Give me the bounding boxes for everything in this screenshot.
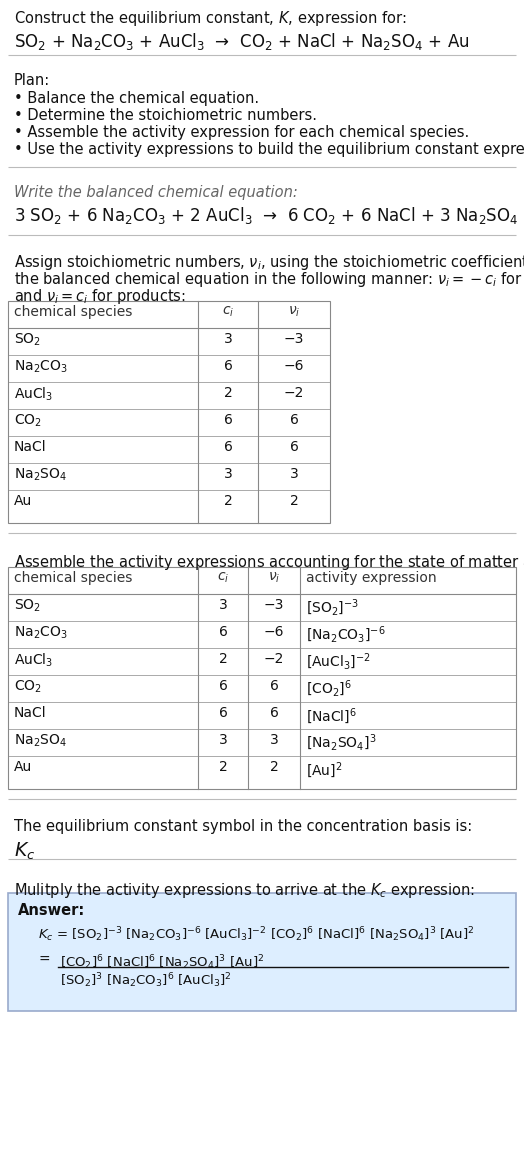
Text: $K_c$ = [SO$_2$]$^{-3}$ [Na$_2$CO$_3$]$^{-6}$ [AuCl$_3$]$^{-2}$ [CO$_2$]$^6$ [Na: $K_c$ = [SO$_2$]$^{-3}$ [Na$_2$CO$_3$]$^… <box>38 925 474 944</box>
Text: [SO$_2$]$^3$ [Na$_2$CO$_3$]$^6$ [AuCl$_3$]$^2$: [SO$_2$]$^3$ [Na$_2$CO$_3$]$^6$ [AuCl$_3… <box>60 971 232 990</box>
Text: Na$_2$CO$_3$: Na$_2$CO$_3$ <box>14 626 68 642</box>
Text: 6: 6 <box>290 440 299 454</box>
Text: 6: 6 <box>290 413 299 427</box>
Text: 6: 6 <box>219 706 227 720</box>
Text: activity expression: activity expression <box>306 571 436 585</box>
Text: • Assemble the activity expression for each chemical species.: • Assemble the activity expression for e… <box>14 125 470 140</box>
Text: 3: 3 <box>219 598 227 612</box>
Text: Answer:: Answer: <box>18 903 85 918</box>
Text: 3: 3 <box>224 331 232 345</box>
Text: 2: 2 <box>219 760 227 774</box>
Text: AuCl$_3$: AuCl$_3$ <box>14 386 53 404</box>
Text: Au: Au <box>14 760 32 774</box>
Text: 6: 6 <box>219 626 227 640</box>
Text: [Na$_2$SO$_4$]$^3$: [Na$_2$SO$_4$]$^3$ <box>306 733 376 754</box>
Text: 6: 6 <box>224 359 233 373</box>
Text: $c_i$: $c_i$ <box>217 571 229 586</box>
Text: • Determine the stoichiometric numbers.: • Determine the stoichiometric numbers. <box>14 109 317 123</box>
Text: NaCl: NaCl <box>14 706 47 720</box>
Text: and $\nu_i = c_i$ for products:: and $\nu_i = c_i$ for products: <box>14 287 186 306</box>
Text: 3: 3 <box>219 733 227 747</box>
Text: 2: 2 <box>270 760 278 774</box>
Text: NaCl: NaCl <box>14 440 47 454</box>
Text: [SO$_2$]$^{-3}$: [SO$_2$]$^{-3}$ <box>306 598 359 619</box>
Text: 3 SO$_2$ + 6 Na$_2$CO$_3$ + 2 AuCl$_3$  →  6 CO$_2$ + 6 NaCl + 3 Na$_2$SO$_4$ + : 3 SO$_2$ + 6 Na$_2$CO$_3$ + 2 AuCl$_3$ →… <box>14 205 524 226</box>
Text: 6: 6 <box>269 679 278 693</box>
Text: $K_c$: $K_c$ <box>14 841 35 862</box>
Text: [Na$_2$CO$_3$]$^{-6}$: [Na$_2$CO$_3$]$^{-6}$ <box>306 626 386 645</box>
Text: SO$_2$ + Na$_2$CO$_3$ + AuCl$_3$  →  CO$_2$ + NaCl + Na$_2$SO$_4$ + Au: SO$_2$ + Na$_2$CO$_3$ + AuCl$_3$ → CO$_2… <box>14 32 470 53</box>
Text: Mulitply the activity expressions to arrive at the $K_c$ expression:: Mulitply the activity expressions to arr… <box>14 881 475 900</box>
Text: $\nu_i$: $\nu_i$ <box>268 571 280 586</box>
Text: −6: −6 <box>284 359 304 373</box>
Bar <box>8 893 516 1011</box>
Text: [CO$_2$]$^6$: [CO$_2$]$^6$ <box>306 679 352 699</box>
Text: −2: −2 <box>264 652 284 666</box>
Text: Assign stoichiometric numbers, $\nu_i$, using the stoichiometric coefficients, $: Assign stoichiometric numbers, $\nu_i$, … <box>14 253 524 272</box>
Text: SO$_2$: SO$_2$ <box>14 331 41 349</box>
Text: Construct the equilibrium constant, $K$, expression for:: Construct the equilibrium constant, $K$,… <box>14 9 407 28</box>
Text: 6: 6 <box>224 440 233 454</box>
Text: [AuCl$_3$]$^{-2}$: [AuCl$_3$]$^{-2}$ <box>306 652 371 672</box>
Text: 2: 2 <box>290 494 298 508</box>
Bar <box>8 301 330 523</box>
Text: Na$_2$SO$_4$: Na$_2$SO$_4$ <box>14 733 67 749</box>
Text: 3: 3 <box>270 733 278 747</box>
Text: $\nu_i$: $\nu_i$ <box>288 305 300 320</box>
Text: [NaCl]$^6$: [NaCl]$^6$ <box>306 706 357 726</box>
Text: AuCl$_3$: AuCl$_3$ <box>14 652 53 670</box>
Text: [CO$_2$]$^6$ [NaCl]$^6$ [Na$_2$SO$_4$]$^3$ [Au]$^2$: [CO$_2$]$^6$ [NaCl]$^6$ [Na$_2$SO$_4$]$^… <box>60 953 264 972</box>
Text: $c_i$: $c_i$ <box>222 305 234 320</box>
Text: 2: 2 <box>224 494 232 508</box>
Text: 6: 6 <box>269 706 278 720</box>
Text: Assemble the activity expressions accounting for the state of matter and $\nu_i$: Assemble the activity expressions accoun… <box>14 553 524 572</box>
Text: chemical species: chemical species <box>14 305 133 319</box>
Text: Plan:: Plan: <box>14 74 50 88</box>
Text: =: = <box>38 953 50 967</box>
Text: −6: −6 <box>264 626 284 640</box>
Text: −2: −2 <box>284 386 304 400</box>
Text: • Balance the chemical equation.: • Balance the chemical equation. <box>14 91 259 106</box>
Text: Na$_2$SO$_4$: Na$_2$SO$_4$ <box>14 467 67 483</box>
Text: chemical species: chemical species <box>14 571 133 585</box>
Text: [Au]$^2$: [Au]$^2$ <box>306 760 343 780</box>
Text: CO$_2$: CO$_2$ <box>14 679 42 696</box>
Text: Write the balanced chemical equation:: Write the balanced chemical equation: <box>14 186 298 200</box>
Text: −3: −3 <box>264 598 284 612</box>
Text: Na$_2$CO$_3$: Na$_2$CO$_3$ <box>14 359 68 376</box>
Text: SO$_2$: SO$_2$ <box>14 598 41 614</box>
Text: 2: 2 <box>219 652 227 666</box>
Text: CO$_2$: CO$_2$ <box>14 413 42 429</box>
Text: The equilibrium constant symbol in the concentration basis is:: The equilibrium constant symbol in the c… <box>14 819 472 834</box>
Text: 3: 3 <box>290 467 298 481</box>
Text: 2: 2 <box>224 386 232 400</box>
Text: 6: 6 <box>224 413 233 427</box>
Text: −3: −3 <box>284 331 304 345</box>
Text: • Use the activity expressions to build the equilibrium constant expression.: • Use the activity expressions to build … <box>14 142 524 158</box>
Bar <box>8 567 516 789</box>
Text: 3: 3 <box>224 467 232 481</box>
Text: 6: 6 <box>219 679 227 693</box>
Text: the balanced chemical equation in the following manner: $\nu_i = -c_i$ for react: the balanced chemical equation in the fo… <box>14 270 524 289</box>
Text: Au: Au <box>14 494 32 508</box>
